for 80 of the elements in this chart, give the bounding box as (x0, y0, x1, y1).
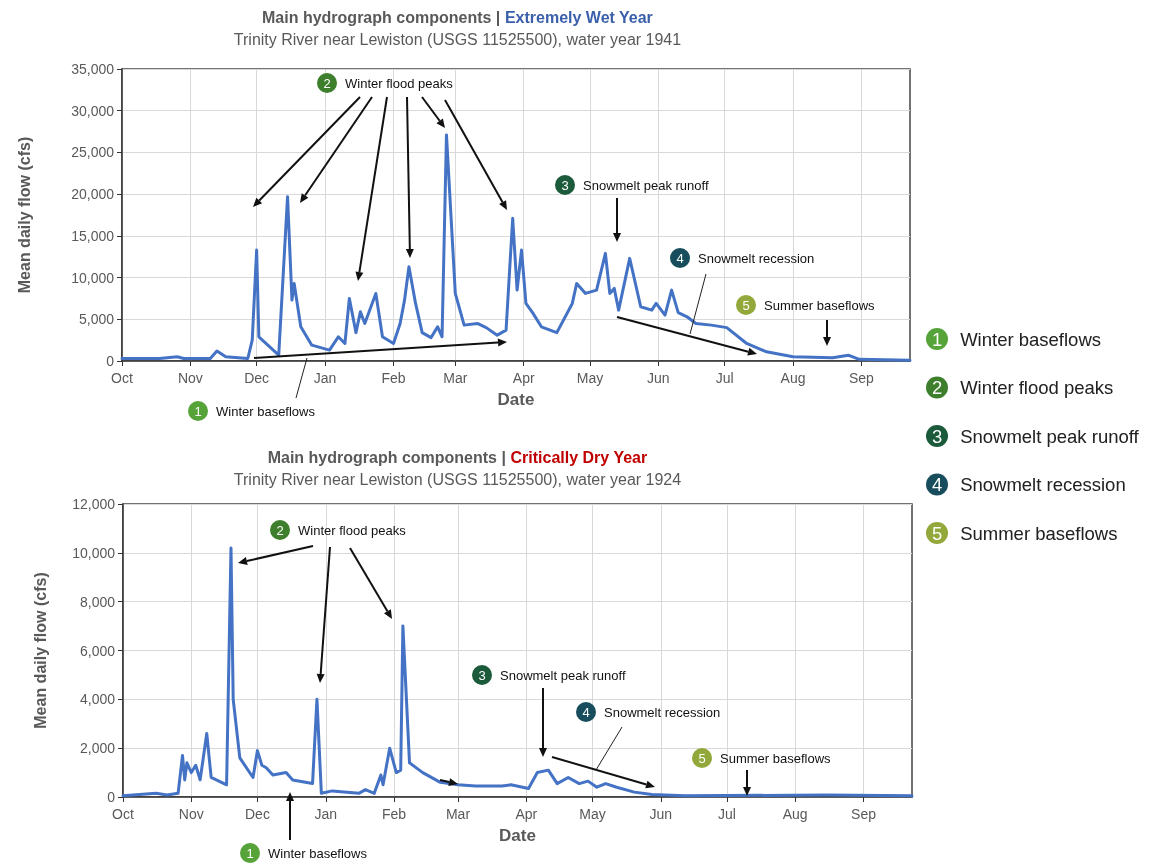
x-tick-label: Jan (313, 370, 337, 386)
x-tick-label: Sep (851, 806, 877, 822)
x-tick-label: Mar (443, 370, 468, 386)
number-badge: 1 (240, 843, 260, 863)
annotation: Snowmelt peak runoff (500, 667, 626, 683)
x-tick-label: May (579, 806, 606, 822)
number-badge: 3 (472, 665, 492, 685)
annotation: Winter flood peaks (345, 75, 454, 91)
x-tick-label: Nov (178, 806, 204, 822)
y-tick-label: 12,000 (72, 496, 116, 512)
chart-subtitle: Trinity River near Lewiston (USGS 11525500), water year 1924 (233, 470, 682, 488)
x-tick-label: May (576, 370, 604, 386)
x-tick-label: Nov (177, 370, 203, 386)
x-tick-label: Oct (112, 806, 134, 822)
x-tick-label: Jan (314, 806, 338, 822)
annotation: 5 (698, 750, 706, 766)
y-tick-label: 30,000 (71, 102, 115, 119)
x-tick-label: Sep (848, 370, 875, 386)
y-tick-label: 4,000 (79, 691, 116, 708)
x-tick-label: Aug (780, 370, 806, 386)
x-tick-label: Jul (717, 806, 736, 822)
x-tick-label: Dec (244, 806, 270, 822)
y-axis-title: Mean daily flow (cfs) (31, 572, 49, 729)
x-tick-label: Aug (782, 806, 808, 822)
annotation: 3 (561, 177, 569, 193)
x-tick-label: Jul (715, 370, 734, 386)
number-badge: 4 (670, 248, 690, 268)
x-tick-label: Mar (445, 806, 471, 822)
text: 1 Winter baseflows (932, 328, 1101, 350)
number-badge: 5 (692, 748, 712, 768)
text: Winter baseflows (216, 403, 316, 419)
y-tick-label: 25,000 (71, 144, 115, 161)
annotation: Snowmelt peak runoff (583, 177, 709, 193)
annotation: 4 (676, 250, 684, 266)
y-tick-label: 6,000 (79, 642, 116, 659)
chart-subtitle: Trinity River near Lewiston (USGS 11525500), water year 1941 (233, 30, 682, 48)
annotation: Summer baseflows (720, 750, 832, 766)
y-tick-label: 5,000 (78, 311, 115, 328)
x-tick-label: Feb (381, 370, 406, 386)
number-badge: 2 (270, 520, 290, 540)
x-tick-label: Jun (647, 370, 670, 386)
annotation: 3 (478, 667, 486, 683)
x-axis-title: Date (497, 390, 535, 409)
chart-title: Main hydrograph components | Extremely Wet Year (262, 8, 653, 26)
y-tick-label: 0 (106, 353, 115, 369)
x-tick-label: Feb (382, 806, 407, 822)
text: Winter baseflows (268, 845, 368, 861)
annotation: Snowmelt recession (604, 704, 721, 720)
annotation: 4 (582, 704, 590, 720)
y-tick-label: 0 (107, 789, 116, 805)
x-tick-label: Jun (649, 806, 673, 822)
chart-title: Main hydrograph components | Critically Dry Year (267, 448, 648, 466)
x-tick-label: Apr (515, 806, 538, 822)
x-tick-label: Oct (111, 370, 133, 386)
annotation: 2 (323, 75, 331, 91)
x-axis-title: Date (499, 826, 536, 845)
annotation: 2 (276, 522, 284, 538)
number-badge: 1 (188, 401, 208, 421)
y-tick-label: 2,000 (79, 740, 116, 757)
number-badge: 3 (555, 175, 575, 195)
text: 2 Winter flood peaks (932, 377, 1114, 398)
text: 4 Snowmelt recession (932, 474, 1126, 495)
y-tick-label: 10,000 (71, 269, 115, 286)
y-tick-label: 10,000 (72, 544, 116, 561)
y-tick-label: 8,000 (79, 593, 116, 610)
annotation: Winter flood peaks (298, 522, 407, 538)
number-badge: 4 (576, 702, 596, 722)
annotation: 5 (742, 297, 750, 313)
y-tick-label: 20,000 (71, 186, 115, 203)
number-badge: 5 (736, 295, 756, 315)
text: 5 Summer baseflows (932, 522, 1118, 544)
x-tick-label: Apr (512, 370, 535, 386)
y-axis-title: Mean daily flow (cfs) (15, 136, 33, 294)
annotation: Snowmelt recession (698, 250, 815, 266)
y-tick-label: 35,000 (71, 61, 115, 77)
annotation: Summer baseflows (764, 297, 876, 313)
number-badge: 2 (317, 73, 337, 93)
y-tick-label: 15,000 (71, 227, 115, 244)
x-tick-label: Dec (244, 370, 270, 386)
text: 3 Snowmelt peak runoff (932, 425, 1140, 447)
